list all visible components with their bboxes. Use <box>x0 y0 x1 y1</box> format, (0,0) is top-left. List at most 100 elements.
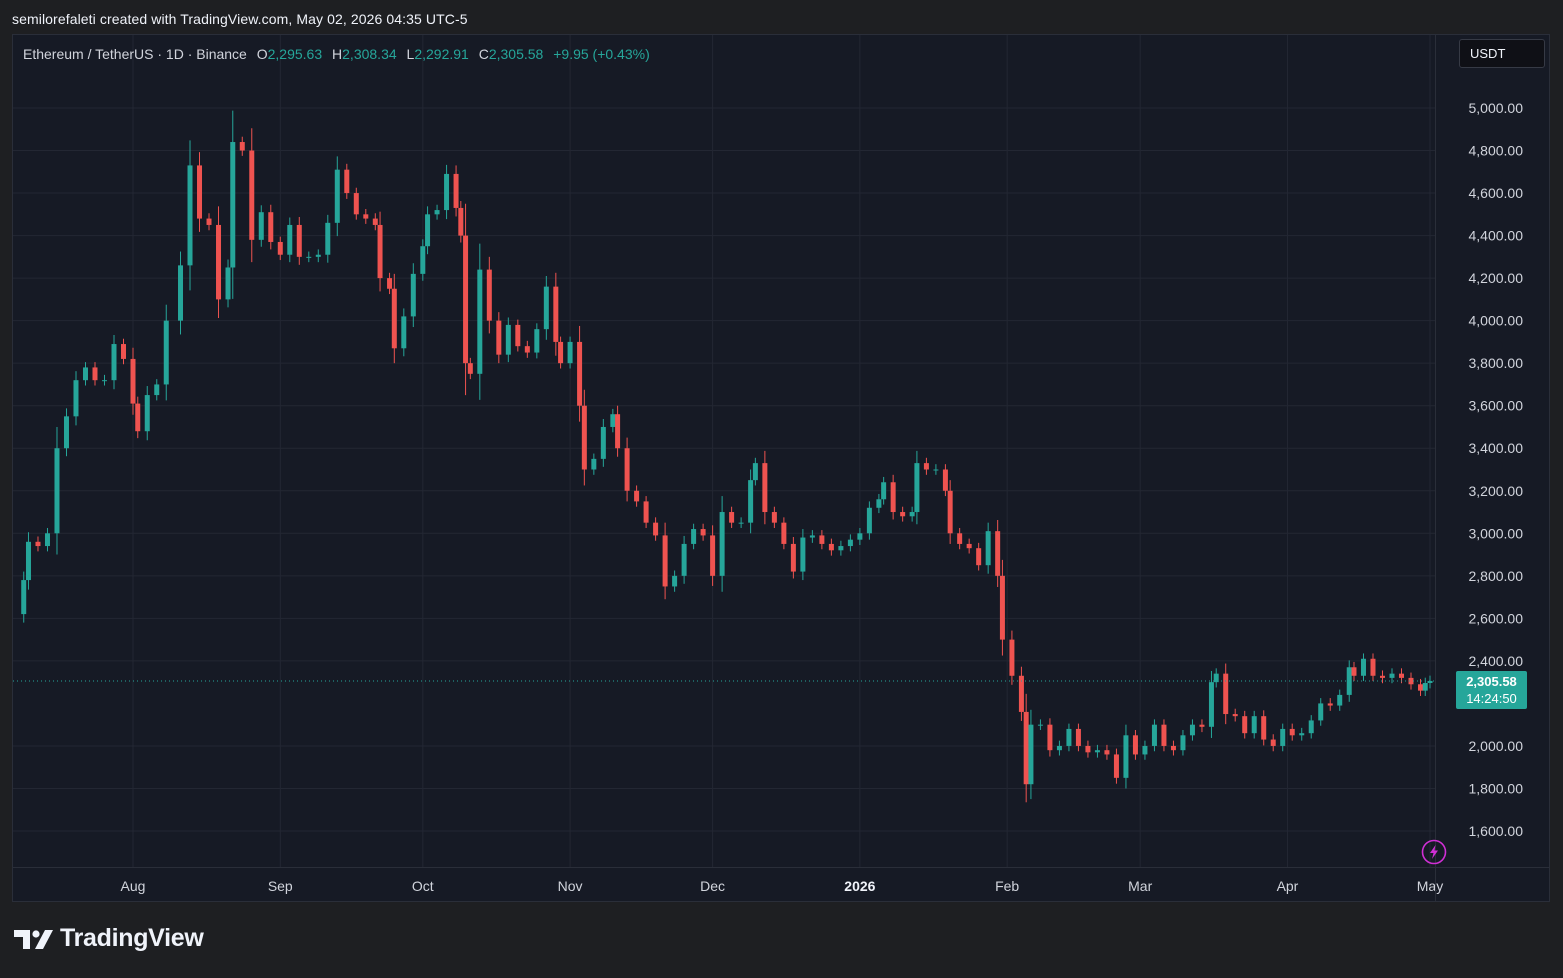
low-value: 2,292.91 <box>414 46 469 62</box>
candle-body <box>505 324 511 355</box>
y-tick-label: 4,800.00 <box>1469 143 1524 159</box>
candle-body <box>277 241 283 255</box>
y-tick-label: 2,600.00 <box>1469 610 1524 626</box>
candle-body <box>1299 733 1305 736</box>
chart-panel[interactable]: 5,000.00 4,800.00 4,600.00 4,400.00 4,200.00… <box>12 34 1550 902</box>
candle-body <box>1123 735 1129 778</box>
candle-body <box>1427 680 1433 683</box>
symbol-legend: Ethereum / TetherUS · 1D · Binance O 2,29… <box>23 46 650 62</box>
candle-body <box>1327 703 1333 706</box>
candle-body <box>591 458 597 470</box>
candle-body <box>1318 703 1324 721</box>
candle-body <box>1066 728 1072 746</box>
open-key: O <box>256 46 268 62</box>
x-tick-label: Nov <box>558 878 583 894</box>
candle-body <box>1408 677 1414 685</box>
candle-body <box>1213 673 1219 683</box>
candle-body <box>206 218 212 225</box>
candle-body <box>914 463 920 513</box>
candle-body <box>819 535 825 544</box>
candle-body <box>1056 745 1062 751</box>
candle-body <box>719 512 725 576</box>
candle-body <box>1261 716 1267 740</box>
y-tick-label: 3,400.00 <box>1469 440 1524 456</box>
candle-body <box>653 522 659 536</box>
tradingview-logo[interactable]: TradingView <box>14 924 204 953</box>
candle-body <box>25 541 31 581</box>
candle-body <box>21 580 27 615</box>
y-tick-label: 1,600.00 <box>1469 823 1524 839</box>
candle-body <box>44 533 50 547</box>
candle-body <box>1270 739 1276 746</box>
price-chart[interactable]: 5,000.00 4,800.00 4,600.00 4,400.00 4,200.00… <box>13 35 1549 901</box>
chart-caption: semilorefaleti created with TradingView.… <box>12 11 468 27</box>
symbol-title[interactable]: Ethereum / TetherUS · 1D · Binance <box>23 46 247 62</box>
candle-body <box>82 367 88 381</box>
candle-body <box>135 403 141 432</box>
candle-body <box>1398 673 1404 678</box>
candle-body <box>216 224 222 300</box>
candle-body <box>947 490 953 534</box>
close-key: C <box>478 46 489 62</box>
candle-body <box>120 344 126 359</box>
candle-body <box>1422 682 1428 691</box>
candle-body <box>1280 728 1286 746</box>
candle-body <box>1351 667 1357 676</box>
candle-body <box>762 463 768 513</box>
candle-body <box>401 316 407 349</box>
candle-body <box>178 265 184 321</box>
candle-body <box>900 512 906 517</box>
candle-body <box>1142 745 1148 755</box>
candle-body <box>781 522 787 544</box>
candle-body <box>387 278 393 289</box>
candle-body <box>353 193 359 215</box>
candle-body <box>249 150 255 240</box>
candle-body <box>1189 724 1195 736</box>
candle-body <box>800 537 806 572</box>
candle-body <box>377 224 383 279</box>
candle-body <box>857 533 863 540</box>
candle-body <box>101 380 107 382</box>
candle-body <box>634 490 640 502</box>
bar-countdown: 14:24:50 <box>1466 691 1517 706</box>
x-tick-label: Mar <box>1128 878 1152 894</box>
currency-button[interactable]: USDT <box>1459 39 1545 68</box>
candle-body <box>225 267 231 300</box>
candle-body <box>325 222 331 255</box>
candle-body <box>1023 711 1029 785</box>
candle-body <box>809 535 815 538</box>
candle-body <box>35 541 41 547</box>
y-tick-label: 4,400.00 <box>1469 228 1524 244</box>
x-tick-label: May <box>1417 878 1443 894</box>
candle-body <box>130 358 136 404</box>
candle-body <box>425 214 431 247</box>
candle-body <box>344 169 350 194</box>
candle-body <box>420 246 426 274</box>
candle-body <box>1370 658 1376 676</box>
candle-body <box>1094 750 1100 753</box>
candle-body <box>976 548 982 566</box>
candle-body <box>144 395 150 432</box>
candle-body <box>334 169 340 223</box>
candle-body <box>458 207 464 236</box>
x-tick-label: Dec <box>700 878 725 894</box>
candle-body <box>92 367 98 381</box>
candle-body <box>828 543 834 551</box>
candle-body <box>477 269 483 374</box>
y-tick-label: 2,400.00 <box>1469 653 1524 669</box>
candle-body <box>1009 639 1015 676</box>
last-price-label: 2,305.58 14:24:50 <box>1456 671 1527 709</box>
lightning-bolt-icon[interactable] <box>1421 839 1447 865</box>
y-tick-label: 5,000.00 <box>1469 100 1524 116</box>
y-tick-label: 3,000.00 <box>1469 525 1524 541</box>
candle-body <box>453 173 459 208</box>
candle-body <box>1360 658 1366 676</box>
candle-body <box>615 414 621 449</box>
candle-body <box>163 320 169 385</box>
candle-body <box>111 344 117 381</box>
candle-body <box>995 531 1001 576</box>
candle-body <box>187 165 193 266</box>
candle-body <box>391 288 397 349</box>
candle-body <box>1151 724 1157 746</box>
candle-body <box>710 535 716 576</box>
